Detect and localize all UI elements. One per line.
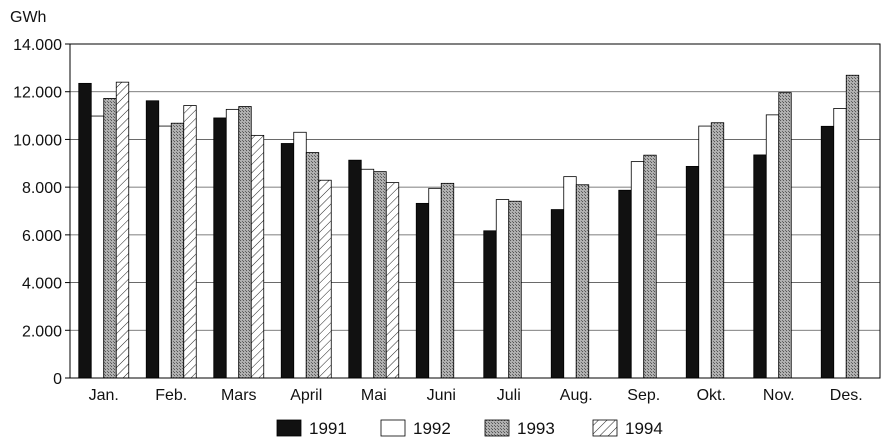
bar-1992-8 [630,161,645,379]
bar-1992-11 [833,108,847,379]
bar-1991-6 [483,230,497,379]
x-tick-label: Mai [361,387,387,404]
bar-1991-0 [78,82,92,379]
bar-1993-11 [845,74,860,379]
bars [78,74,860,379]
bar-1991-10 [753,154,767,379]
bar-1991-7 [550,209,565,379]
bar-1991-2 [213,117,227,379]
bar-1992-1 [158,125,172,379]
legend-label-1991: 1991 [309,419,347,437]
bar-1994-2 [250,134,265,379]
x-axis-labels: Jan. Feb. Mars April Mai Juni Juli Aug. Sep. Okt.… [89,387,863,404]
bar-1994-4 [385,182,400,379]
bar-1991-11 [820,125,835,379]
y-tick-label: 10.000 [13,132,62,149]
legend-label-1992: 1992 [413,419,451,437]
x-tick-label: Nov. [763,387,795,404]
bar-1992-3 [293,131,307,379]
bar-1993-10 [778,92,792,379]
x-tick-label: Mars [221,387,257,404]
bar-1991-5 [415,202,430,379]
bar-1993-7 [575,184,590,379]
bar-1992-9 [698,125,712,379]
plot-frame [69,43,881,379]
legend-label-1993: 1993 [517,419,555,437]
bar-1993-6 [508,200,522,379]
bar-1992-5 [428,187,442,379]
bar-1992-6 [495,199,510,379]
y-tick-label: 14.000 [13,37,62,54]
x-tick-label: Sep. [627,387,660,404]
bar-1994-1 [183,105,197,379]
bar-1992-2 [225,108,240,379]
legend-swatch-1993 [484,419,510,437]
bar-1991-3 [280,143,295,379]
y-unit-label: GWh [10,9,46,26]
bar-1993-1 [170,122,185,379]
x-tick-label: Des. [830,387,863,404]
x-tick-label: Juni [427,387,456,404]
bar-1992-0 [90,115,105,379]
bar-1994-0 [115,81,130,379]
bar-1993-4 [373,171,387,379]
x-tick-label: Feb. [155,387,187,404]
y-tick-label: 12.000 [13,85,62,102]
y-tick-label: 8.000 [22,180,62,197]
legend-label-1994: 1994 [625,419,663,437]
axes [69,43,881,379]
y-tick-label: 4.000 [22,276,62,293]
bar-1993-2 [238,106,252,379]
legend-swatch-1994 [592,419,618,437]
x-tick-label: Okt. [697,387,726,404]
y-tick-label: 0 [53,371,62,388]
bar-1993-0 [103,97,117,379]
y-tick-label: 6.000 [22,228,62,245]
bar-1992-4 [360,168,375,379]
x-tick-label: Jan. [89,387,119,404]
y-axis-ticks: 0 2.000 4.000 6.000 8.000 10.000 12.000 14.000 [13,37,70,388]
bar-1991-9 [685,165,700,379]
bar-1992-10 [765,114,780,379]
bar-1991-4 [348,159,362,379]
legend-swatch-1991 [276,419,302,437]
x-tick-label: April [290,387,322,404]
x-tick-label: Juli [497,387,521,404]
legend: 1991 1992 1993 1994 [276,419,663,437]
bar-1993-8 [643,154,657,379]
bar-1993-3 [305,152,320,379]
bar-1993-9 [710,122,725,379]
bar-1992-7 [563,176,577,379]
legend-swatch-1992 [380,419,406,437]
bar-1991-1 [145,100,160,379]
bar-1993-5 [440,182,455,379]
y-tick-label: 2.000 [22,323,62,340]
x-tick-label: Aug. [560,387,593,404]
gridlines [70,91,880,331]
bar-1991-8 [618,189,632,379]
bar-1994-3 [318,179,332,379]
